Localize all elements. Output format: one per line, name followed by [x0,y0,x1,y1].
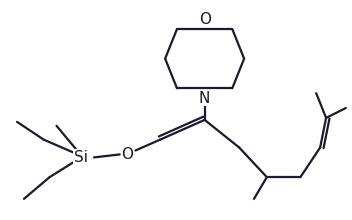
Text: Si: Si [74,150,88,165]
Text: O: O [122,147,134,162]
Text: N: N [199,91,210,106]
Text: O: O [199,12,210,27]
